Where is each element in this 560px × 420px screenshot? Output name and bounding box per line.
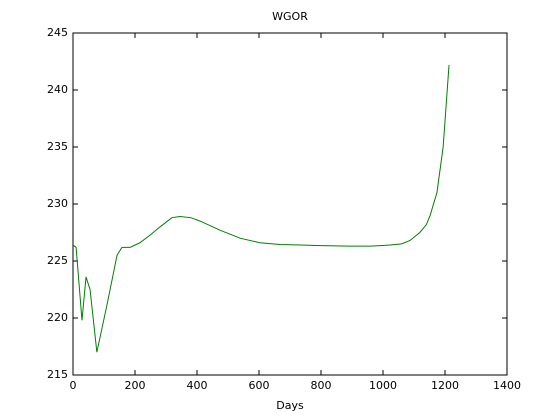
y-tick-label: 240 xyxy=(47,83,68,96)
y-tick-label: 230 xyxy=(47,197,68,210)
x-tick-label: 1200 xyxy=(431,379,459,392)
x-tick-label: 800 xyxy=(311,379,332,392)
chart-title: WGOR xyxy=(272,10,308,23)
x-tick-label: 400 xyxy=(187,379,208,392)
y-tick-label: 225 xyxy=(47,254,68,267)
x-tick-label: 1400 xyxy=(493,379,521,392)
x-tick-label: 0 xyxy=(70,379,77,392)
y-tick-label: 245 xyxy=(47,26,68,39)
x-axis-label: Days xyxy=(276,399,304,412)
x-tick-label: 1000 xyxy=(369,379,397,392)
x-tick-label: 600 xyxy=(249,379,270,392)
x-tick-label: 200 xyxy=(125,379,146,392)
y-tick-label: 235 xyxy=(47,140,68,153)
plot-frame xyxy=(72,32,508,376)
y-tick-label: 220 xyxy=(47,311,68,324)
data-line xyxy=(72,64,450,353)
y-tick-label: 215 xyxy=(47,368,68,381)
